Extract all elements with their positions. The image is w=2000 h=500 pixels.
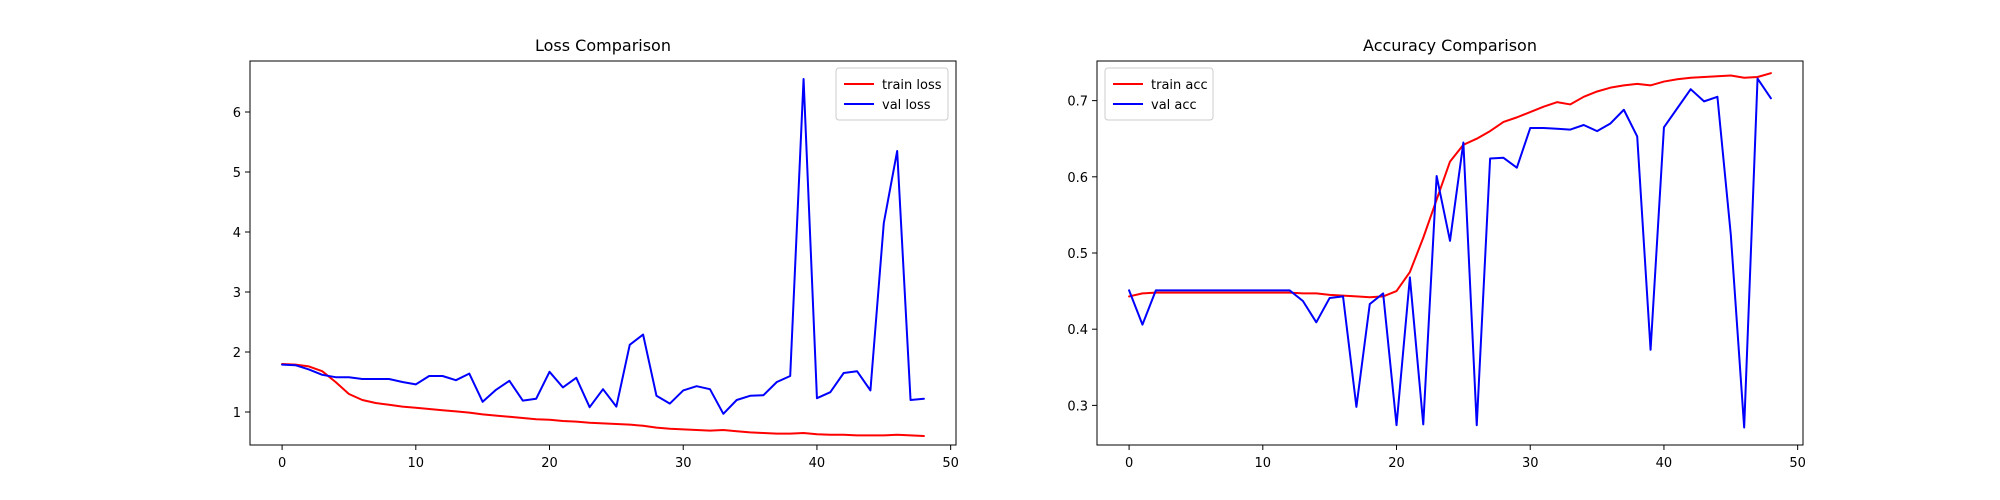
chart-title: Loss Comparison (535, 36, 671, 55)
y-tick-label: 1 (233, 406, 241, 421)
y-tick-label: 0.6 (1067, 171, 1088, 186)
legend: train loss val loss (835, 67, 949, 121)
legend-label: val acc (1151, 98, 1197, 113)
y-tick-label: 0.4 (1067, 323, 1088, 338)
x-tick-label: 30 (675, 456, 692, 471)
x-tick-label: 40 (1656, 456, 1673, 471)
legend-label: val loss (882, 98, 931, 113)
x-tick-label: 10 (1255, 456, 1272, 471)
y-tick-label: 0.5 (1067, 247, 1088, 262)
x-tick-label: 30 (1522, 456, 1539, 471)
series-line-train-acc (1128, 72, 1772, 299)
series-group (281, 78, 925, 437)
y-tick-label: 2 (233, 346, 241, 361)
series-group (1128, 72, 1772, 429)
accuracy-chart: Accuracy Comparison 0 10 20 30 40 50 0.3 0.4 0.5 0… (1067, 36, 1806, 471)
legend-label: train loss (882, 78, 942, 93)
legend-box (1104, 67, 1214, 121)
y-tick-label: 5 (233, 166, 241, 181)
legend-box (835, 67, 949, 121)
x-tick-label: 10 (408, 456, 425, 471)
y-tick-label: 0.7 (1067, 95, 1088, 110)
legend: train acc val acc (1104, 67, 1214, 121)
x-tick-label: 40 (809, 456, 826, 471)
loss-chart: Loss Comparison 0 10 20 30 40 50 1 2 3 4 5 6 train lo… (233, 36, 959, 471)
legend-label: train acc (1151, 78, 1208, 93)
x-tick-label: 20 (1388, 456, 1405, 471)
y-tick-label: 0.3 (1067, 399, 1088, 414)
x-tick-label: 50 (1789, 456, 1806, 471)
x-tick-label: 50 (942, 456, 959, 471)
series-line-train-loss (281, 363, 925, 437)
plot-frame (249, 60, 957, 446)
x-tick-label: 0 (1125, 456, 1133, 471)
x-tick-label: 0 (278, 456, 286, 471)
chart-title: Accuracy Comparison (1363, 36, 1537, 55)
series-line-val-loss (281, 78, 925, 415)
y-tick-label: 3 (233, 286, 241, 301)
y-tick-label: 4 (233, 226, 241, 241)
series-line-val-acc (1128, 77, 1772, 429)
x-tick-label: 20 (541, 456, 558, 471)
y-tick-label: 6 (233, 106, 241, 121)
